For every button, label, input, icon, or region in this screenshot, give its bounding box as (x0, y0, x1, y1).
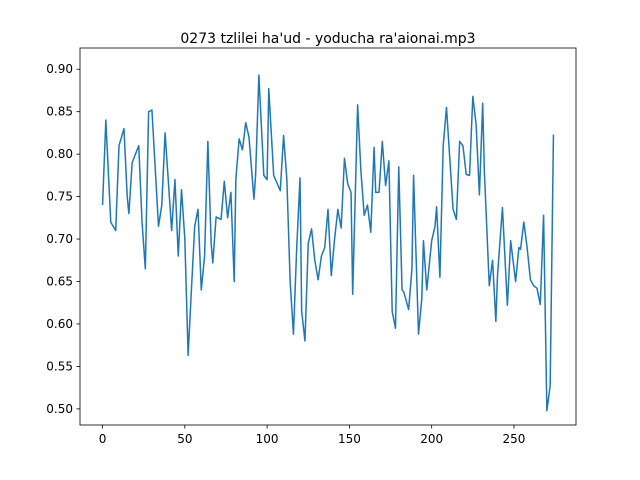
y-tick-label: 0.60 (46, 317, 73, 331)
y-tick-label: 0.80 (46, 147, 73, 161)
chart-title: 0273 tzlilei ha'ud - yoducha ra'aionai.m… (180, 31, 475, 47)
y-tick-label: 0.75 (46, 190, 73, 204)
x-tick-label: 150 (338, 432, 361, 446)
x-tick-label: 100 (256, 432, 279, 446)
y-tick-label: 0.55 (46, 359, 73, 373)
x-tick-label: 250 (503, 432, 526, 446)
plot-frame (79, 47, 577, 426)
x-tick-label: 200 (420, 432, 443, 446)
y-tick-label: 0.65 (46, 275, 73, 289)
x-tick-label: 0 (99, 432, 107, 446)
y-tick-label: 0.50 (46, 402, 73, 416)
y-tick-label: 0.90 (46, 62, 73, 76)
line-series (101, 74, 555, 412)
y-tick-label: 0.70 (46, 232, 73, 246)
y-tick-label: 0.85 (46, 105, 73, 119)
x-tick-label: 50 (177, 432, 192, 446)
